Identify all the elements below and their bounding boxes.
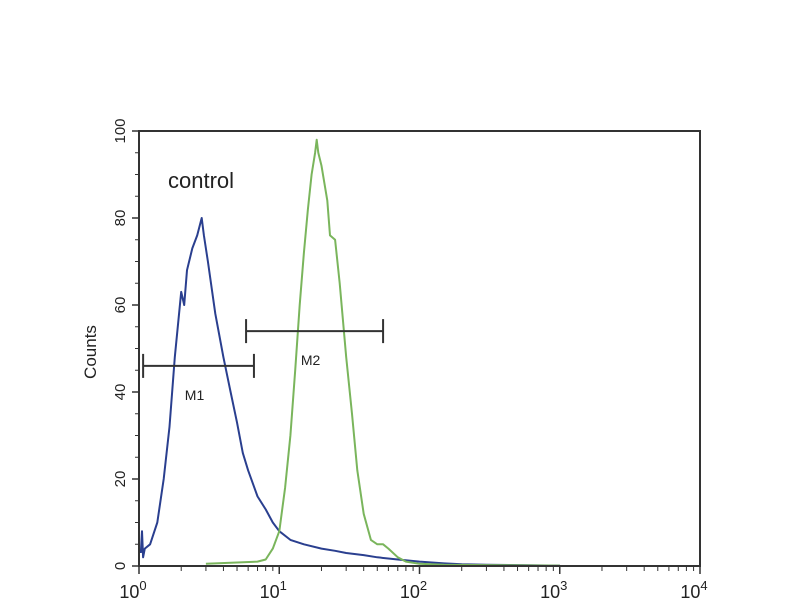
y-tick-label: 80 <box>112 210 129 227</box>
y-tick-label: 100 <box>112 118 129 143</box>
axes-layer: 0 20 40 60 80 100 100 101 102 103 104 <box>112 118 708 600</box>
x-tick-label: 104 <box>680 578 707 600</box>
y-tick-label: 60 <box>112 297 129 314</box>
x-tick-label: 103 <box>540 578 567 600</box>
y-tick-label: 20 <box>112 471 129 488</box>
y-tick-label: 0 <box>112 562 129 570</box>
y-axis-label: Counts <box>81 325 100 379</box>
annotation-control: control <box>168 168 234 193</box>
x-tick-label: 102 <box>400 578 427 600</box>
series-line-1 <box>205 138 560 567</box>
y-tick-label: 40 <box>112 384 129 401</box>
series-layer <box>139 138 560 567</box>
marker-layer: M1 M2 <box>142 319 385 403</box>
marker-label-M2: M2 <box>301 352 321 368</box>
x-tick-label: 101 <box>260 578 287 600</box>
marker-label-M1: M1 <box>185 387 205 403</box>
series-line-0 <box>139 217 560 567</box>
x-tick-label: 100 <box>119 578 146 600</box>
plot-frame <box>138 130 701 567</box>
